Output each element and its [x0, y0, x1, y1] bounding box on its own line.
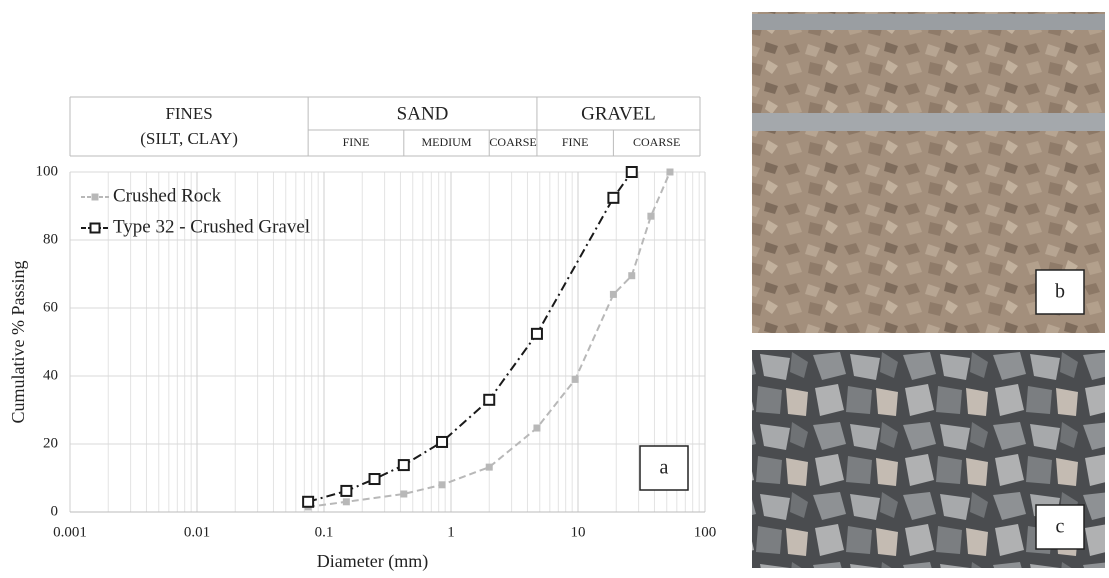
data-point — [436, 435, 449, 448]
x-tick-label: 10 — [571, 524, 586, 540]
y-tick-label: 60 — [43, 299, 58, 315]
y-tick-label: 40 — [43, 367, 58, 383]
data-point — [571, 375, 579, 383]
data-point — [400, 490, 408, 498]
legend-marker — [89, 222, 101, 234]
y-tick-label: 100 — [36, 163, 59, 179]
legend-label: Crushed Rock — [113, 185, 222, 206]
legend-label: Type 32 - Crushed Gravel — [113, 216, 310, 237]
panel-label-box — [1035, 269, 1085, 315]
data-point — [628, 272, 636, 280]
data-point — [483, 393, 496, 406]
data-point — [625, 166, 638, 178]
data-point — [530, 327, 543, 340]
subclass-name: COARSE — [489, 135, 536, 149]
legend-marker — [91, 193, 99, 201]
data-point — [368, 473, 381, 486]
panel-label-box — [1035, 504, 1085, 550]
subclass-name: MEDIUM — [422, 135, 472, 149]
class-name: (SILT, CLAY) — [140, 129, 238, 148]
data-point — [666, 168, 674, 176]
x-tick-label: 0.01 — [184, 524, 210, 540]
subclass-name: FINE — [343, 135, 370, 149]
subclass-name: FINE — [562, 135, 589, 149]
photos — [752, 12, 1105, 568]
ruler — [752, 113, 1105, 131]
data-point — [438, 481, 446, 489]
y-tick-label: 0 — [51, 503, 59, 519]
data-point — [609, 290, 617, 298]
data-point — [340, 484, 353, 497]
panel-label: a — [660, 457, 669, 479]
panel-label-box — [639, 445, 689, 491]
x-axis-label: Diameter (mm) — [317, 551, 428, 572]
class-name: GRAVEL — [581, 103, 656, 124]
data-point — [397, 459, 410, 472]
data-point — [533, 424, 541, 432]
panel-label: c — [1056, 516, 1065, 538]
subclass-name: COARSE — [633, 135, 680, 149]
data-point — [647, 212, 655, 220]
series-line — [307, 171, 633, 503]
panel-label: b — [1055, 281, 1065, 303]
data-point — [607, 191, 620, 204]
x-tick-label: 1 — [447, 524, 455, 540]
y-tick-label: 20 — [43, 435, 58, 451]
y-tick-label: 80 — [43, 231, 58, 247]
data-point — [302, 495, 315, 508]
data-point — [485, 463, 493, 471]
data-point — [342, 498, 350, 506]
class-name: SAND — [397, 103, 449, 124]
ruler — [752, 14, 1105, 30]
class-name: FINES — [165, 104, 212, 123]
x-tick-label: 0.001 — [53, 524, 87, 540]
x-tick-label: 0.1 — [315, 524, 334, 540]
x-tick-label: 100 — [694, 524, 717, 540]
y-axis-label: Cumulative % Passing — [8, 261, 28, 424]
